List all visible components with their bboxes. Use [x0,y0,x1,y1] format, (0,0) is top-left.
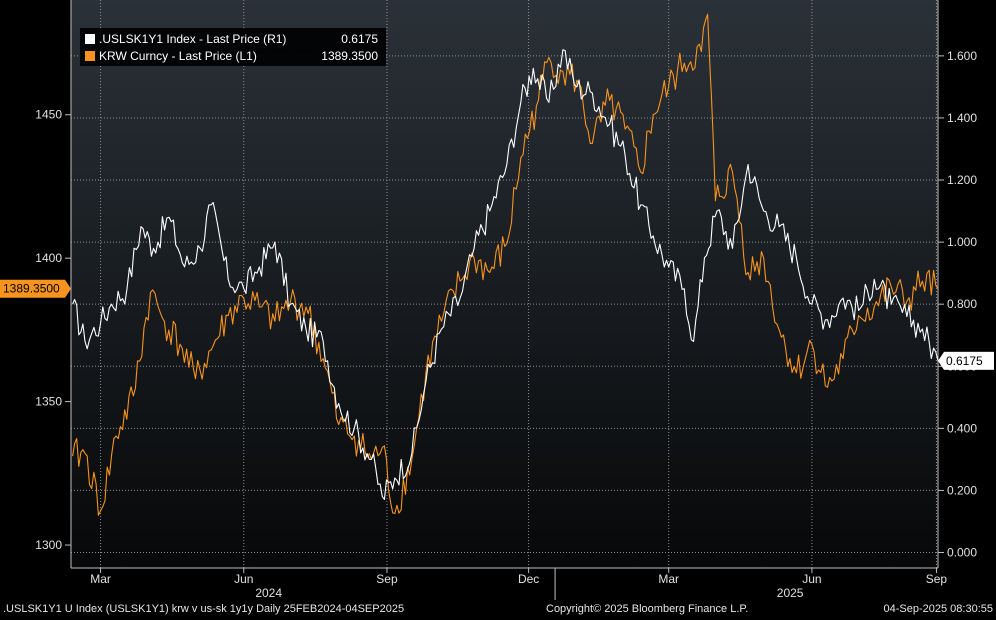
current-value-labels: 1389.3500 0.6175 [0,279,994,370]
series-layer [72,13,939,516]
left-axis-tick-label: 1450 [35,108,62,122]
right-current-value: 0.6175 [946,354,983,368]
x-axis-tick-label: Mar [90,572,111,586]
legend-swatch [85,51,95,61]
legend-box [80,28,386,66]
right-current-pointer [938,351,944,370]
x-axis-tick-label: Dec [518,572,539,586]
series-line-uslsk1y1 [72,49,939,500]
right-current-badge [944,351,994,370]
series-line-krw [72,13,939,516]
legend-entry-value: 0.6175 [341,32,378,46]
left-current-value: 1389.3500 [3,282,60,296]
left-axis: 1300 1350 1400 1450 [35,0,72,568]
footer-copyright: Copyright© 2025 Bloomberg Finance L.P. [546,603,749,615]
left-axis-tick-label: 1300 [35,538,62,552]
right-axis-tick-label: 1.400 [947,111,977,125]
x-axis: Mar Jun Sep Dec Mar Jun Sep 2024 2025 [71,567,948,600]
legend-entry-name: .USLSK1Y1 Index - Last Price (R1) [99,32,286,46]
right-axis-tick-label: 0.200 [947,483,977,497]
legend: .USLSK1Y1 Index - Last Price (R1) 0.6175 K… [80,28,386,66]
x-axis-year-label: 2024 [255,586,282,600]
legend-entry-name: KRW Curncy - Last Price (L1) [99,49,257,63]
plot-area [71,0,938,568]
right-axis-tick-label: 1.200 [947,173,977,187]
left-axis-tick-label: 1350 [35,395,62,409]
right-axis-tick-label: 0.000 [947,545,977,559]
right-axis-tick-label: 0.800 [947,297,977,311]
x-axis-tick-label: Jun [802,572,821,586]
left-current-pointer [65,279,71,298]
x-axis-tick-label: Sep [376,572,398,586]
legend-swatch [85,34,95,44]
right-axis-tick-label: 0.400 [947,421,977,435]
x-axis-tick-label: Jun [234,572,253,586]
x-axis-tick-label: Sep [926,572,948,586]
left-current-badge [0,279,65,298]
footer-timestamp: 04-Sep-2025 08:30:55 [883,603,993,615]
left-axis-tick-label: 1400 [35,251,62,265]
right-axis-tick-label: 1.600 [947,49,977,63]
footer-description: .USLSK1Y1 U Index (USLSK1Y1) krw v us-sk… [3,603,405,615]
right-axis-tick-label: 1.000 [947,235,977,249]
legend-entry-value: 1389.3500 [321,49,378,63]
x-axis-year-label: 2025 [777,586,804,600]
x-axis-tick-label: Mar [658,572,679,586]
